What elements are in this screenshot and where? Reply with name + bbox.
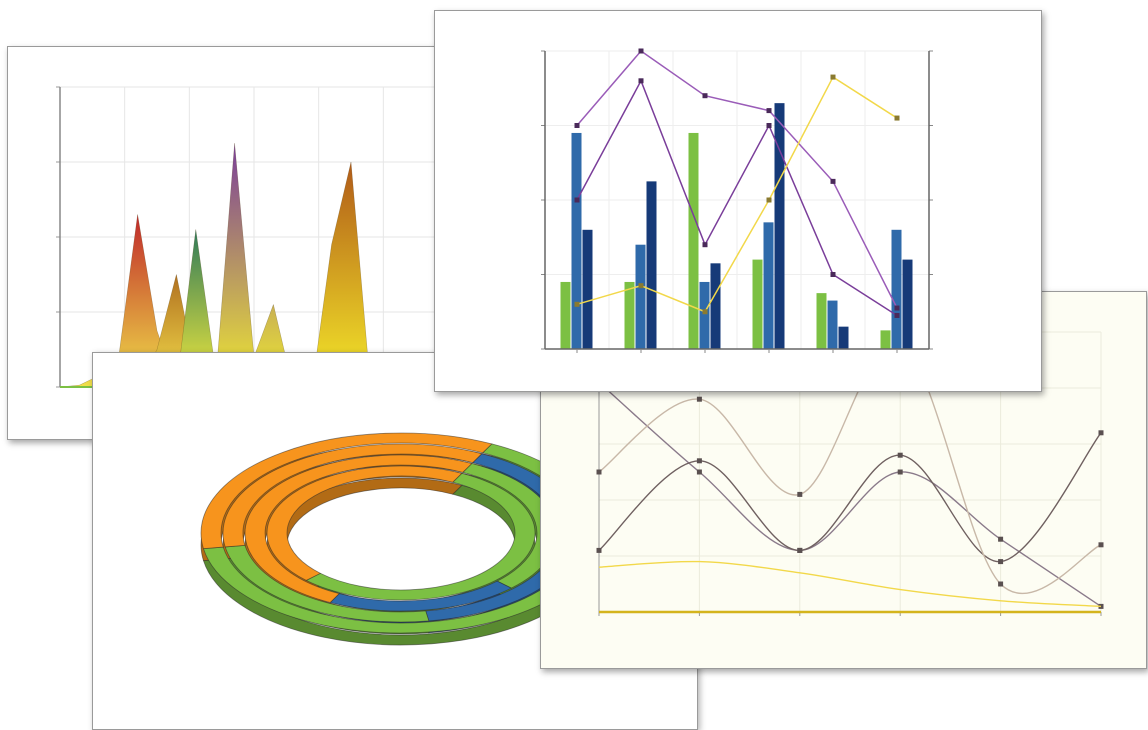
bar-series-1-bar [752, 259, 763, 349]
ring-1-segment-2 [200, 432, 493, 550]
line-series-2 [598, 432, 1102, 563]
line-point [998, 536, 1004, 542]
bar-series-2-bar [635, 244, 646, 349]
bar-series-3-bar [902, 259, 913, 349]
bar-line-point [766, 108, 772, 114]
bar-line-chart-panel [434, 10, 1042, 392]
bar-series-1-bar [880, 330, 891, 349]
bar-series-3-bar [646, 181, 657, 349]
bar-series-2-bar [571, 132, 582, 349]
ring-4-segment-2 [266, 465, 463, 581]
ring-2-segment-3 [222, 443, 483, 548]
bar-line-series-2 [576, 79, 898, 317]
line-point [797, 491, 803, 497]
line-series-4 [598, 560, 1102, 608]
bar-line-point [574, 197, 580, 203]
bar-line-point [830, 272, 836, 277]
bar-line-point [830, 74, 836, 80]
line-point [1098, 542, 1104, 548]
line-point [797, 547, 803, 553]
bar-line-point [894, 115, 900, 121]
bar-line-chart [541, 48, 933, 353]
bar-series-1-bar [624, 281, 635, 349]
line-point [696, 469, 702, 475]
bar-line-point [894, 312, 900, 318]
bar-line-series-1 [576, 49, 898, 309]
line-point [897, 469, 903, 475]
bar-line-point [830, 178, 836, 184]
bar-line-point [638, 78, 644, 84]
bar-series-3-bar [774, 103, 785, 350]
bar-series-1-bar [688, 132, 699, 349]
line-point [897, 452, 903, 458]
bar-line-point [702, 242, 708, 248]
bar-line-point [766, 123, 772, 128]
line-point [696, 396, 702, 402]
line-point [696, 458, 702, 464]
bar-line-point [638, 283, 644, 289]
bar-series-2-bar [763, 222, 774, 349]
bar-series-2-bar [699, 281, 710, 349]
line-point [1098, 430, 1104, 436]
bar-line-point [574, 123, 580, 128]
bar-line-point [638, 48, 644, 54]
line-series-1 [598, 381, 1102, 607]
bar-series-1-bar [816, 293, 827, 349]
bar-line-point [894, 305, 900, 311]
line-point [998, 559, 1004, 565]
bar-line-point [766, 197, 772, 203]
line-point [596, 547, 602, 553]
line-point [596, 469, 602, 475]
bar-series-3-bar [582, 229, 593, 349]
bar-series-3-bar [838, 326, 849, 349]
bar-line-point [702, 93, 708, 99]
bar-series-2-bar [827, 300, 838, 349]
bar-series-1-bar [560, 281, 571, 349]
bar-line-point [574, 301, 580, 307]
line-point [998, 581, 1004, 587]
bar-line-series-3 [576, 76, 898, 313]
bar-line-point [702, 309, 708, 315]
bar-series-2-bar [891, 229, 902, 349]
bar-series-3-bar [710, 263, 721, 349]
line-point [1098, 603, 1104, 609]
